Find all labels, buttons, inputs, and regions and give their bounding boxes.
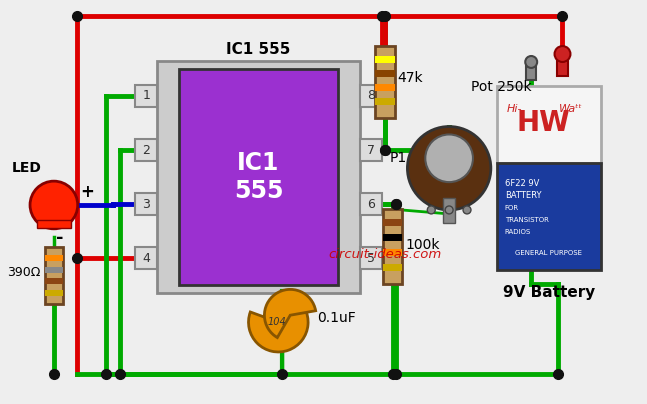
Circle shape bbox=[425, 135, 473, 182]
Text: 5: 5 bbox=[367, 252, 375, 265]
Bar bbox=[443, 198, 455, 223]
Text: Waᵗᵗ: Waᵗᵗ bbox=[560, 103, 583, 114]
Bar bbox=[45, 278, 63, 284]
Text: 100k: 100k bbox=[406, 238, 440, 252]
Bar bbox=[375, 56, 395, 63]
Bar bbox=[37, 220, 71, 228]
Text: -: - bbox=[56, 229, 63, 247]
Bar bbox=[526, 64, 536, 80]
Bar bbox=[45, 255, 63, 261]
Bar bbox=[45, 247, 63, 304]
Bar bbox=[135, 139, 157, 161]
Text: 390Ω: 390Ω bbox=[7, 267, 41, 280]
Text: RADIOS: RADIOS bbox=[505, 229, 531, 235]
Bar bbox=[497, 86, 601, 163]
Text: 104: 104 bbox=[268, 317, 287, 327]
Text: 3: 3 bbox=[142, 198, 150, 211]
Bar bbox=[135, 85, 157, 107]
Bar bbox=[360, 247, 382, 269]
Text: FOR: FOR bbox=[505, 205, 519, 211]
Wedge shape bbox=[248, 297, 308, 352]
Text: Pot 250k: Pot 250k bbox=[471, 80, 532, 94]
Text: LED: LED bbox=[12, 161, 42, 175]
Text: +: + bbox=[81, 183, 94, 201]
Bar bbox=[497, 163, 601, 269]
Bar bbox=[382, 234, 402, 241]
Text: IC1
555: IC1 555 bbox=[234, 151, 283, 203]
Bar bbox=[179, 69, 338, 285]
Text: Hi-: Hi- bbox=[507, 103, 522, 114]
Circle shape bbox=[554, 46, 571, 62]
Text: 9V Battery: 9V Battery bbox=[503, 285, 595, 300]
Bar bbox=[375, 46, 395, 118]
Circle shape bbox=[445, 206, 453, 214]
Bar bbox=[360, 193, 382, 215]
Bar bbox=[45, 290, 63, 297]
Bar bbox=[45, 267, 63, 273]
Circle shape bbox=[408, 126, 491, 210]
Text: GENERAL PURPOSE: GENERAL PURPOSE bbox=[516, 250, 582, 256]
Bar bbox=[382, 264, 402, 271]
Bar bbox=[375, 84, 395, 91]
Bar bbox=[157, 61, 360, 293]
Bar bbox=[382, 249, 402, 256]
Circle shape bbox=[427, 206, 435, 214]
Bar bbox=[360, 85, 382, 107]
Text: 0.1uF: 0.1uF bbox=[317, 311, 356, 325]
Text: TRANSISTOR: TRANSISTOR bbox=[505, 217, 549, 223]
Bar bbox=[382, 219, 402, 226]
Bar bbox=[135, 193, 157, 215]
Bar bbox=[360, 139, 382, 161]
Text: 6: 6 bbox=[367, 198, 375, 211]
Circle shape bbox=[30, 181, 78, 229]
Text: 7: 7 bbox=[367, 143, 375, 157]
Text: IC1 555: IC1 555 bbox=[226, 42, 291, 57]
Text: 8: 8 bbox=[367, 89, 375, 103]
Text: circuit-ideas.com: circuit-ideas.com bbox=[328, 248, 441, 261]
Circle shape bbox=[525, 56, 537, 68]
Text: 2: 2 bbox=[142, 143, 150, 157]
Text: BATTERY: BATTERY bbox=[505, 191, 542, 200]
Text: 6F22 9V: 6F22 9V bbox=[505, 179, 539, 188]
Bar bbox=[382, 209, 402, 284]
Bar bbox=[375, 70, 395, 77]
Text: 47k: 47k bbox=[397, 71, 423, 85]
Circle shape bbox=[463, 206, 471, 214]
Wedge shape bbox=[265, 289, 316, 338]
Text: 1: 1 bbox=[142, 89, 150, 103]
Bar bbox=[135, 247, 157, 269]
Text: 4: 4 bbox=[142, 252, 150, 265]
Bar bbox=[375, 98, 395, 105]
Text: P1: P1 bbox=[389, 151, 407, 165]
Bar bbox=[556, 56, 569, 76]
Text: HW: HW bbox=[517, 109, 571, 137]
